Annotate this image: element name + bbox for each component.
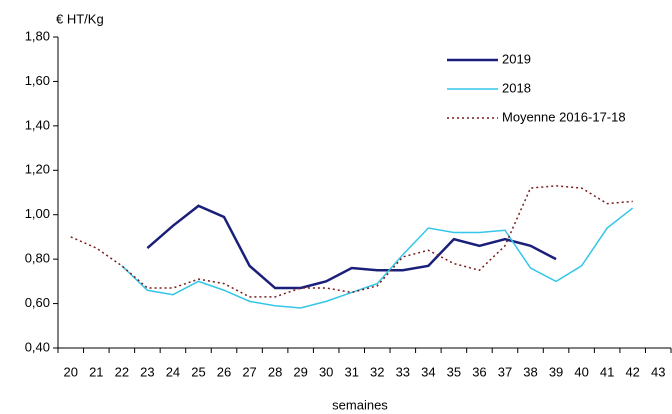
y-tick-label: 0,60	[25, 295, 50, 310]
x-tick-label: 32	[370, 364, 384, 379]
x-tick-label: 21	[89, 364, 103, 379]
x-tick-label: 40	[574, 364, 588, 379]
x-tick-label: 24	[166, 364, 180, 379]
x-tick-label: 27	[242, 364, 256, 379]
x-tick-label: 23	[140, 364, 154, 379]
y-tick-label: 1,80	[25, 28, 50, 43]
y-axis-label: € HT/Kg	[56, 11, 104, 26]
x-tick-label: 38	[523, 364, 537, 379]
series-line	[146, 204, 557, 290]
x-tick-label: 34	[421, 364, 435, 379]
x-tick-label: 36	[472, 364, 486, 379]
x-tick-label: 41	[600, 364, 614, 379]
x-tick-label: 25	[191, 364, 205, 379]
x-tick-label: 28	[268, 364, 282, 379]
x-tick-label: 22	[115, 364, 129, 379]
x-tick-label: 35	[447, 364, 461, 379]
y-tick-label: 1,40	[25, 117, 50, 132]
x-tick-label: 42	[625, 364, 639, 379]
legend-label: 2018	[502, 80, 531, 95]
x-tick-label: 31	[344, 364, 358, 379]
x-tick-label: 26	[217, 364, 231, 379]
x-tick-label: 20	[64, 364, 78, 379]
series-line	[121, 207, 634, 309]
y-tick-label: 1,60	[25, 73, 50, 88]
x-tick-label: 39	[549, 364, 563, 379]
y-tick-label: 0,40	[25, 339, 50, 354]
x-axis-label: semaines	[332, 397, 388, 412]
x-tick-label: 29	[293, 364, 307, 379]
y-tick-label: 0,80	[25, 251, 50, 266]
x-tick-label: 30	[319, 364, 333, 379]
x-tick-label: 43	[651, 364, 665, 379]
x-tick-label: 33	[396, 364, 410, 379]
x-tick-label: 37	[498, 364, 512, 379]
y-tick-label: 1,20	[25, 162, 50, 177]
legend-label: Moyenne 2016-17-18	[502, 109, 626, 124]
legend-label: 2019	[502, 51, 531, 66]
y-tick-label: 1,00	[25, 206, 50, 221]
